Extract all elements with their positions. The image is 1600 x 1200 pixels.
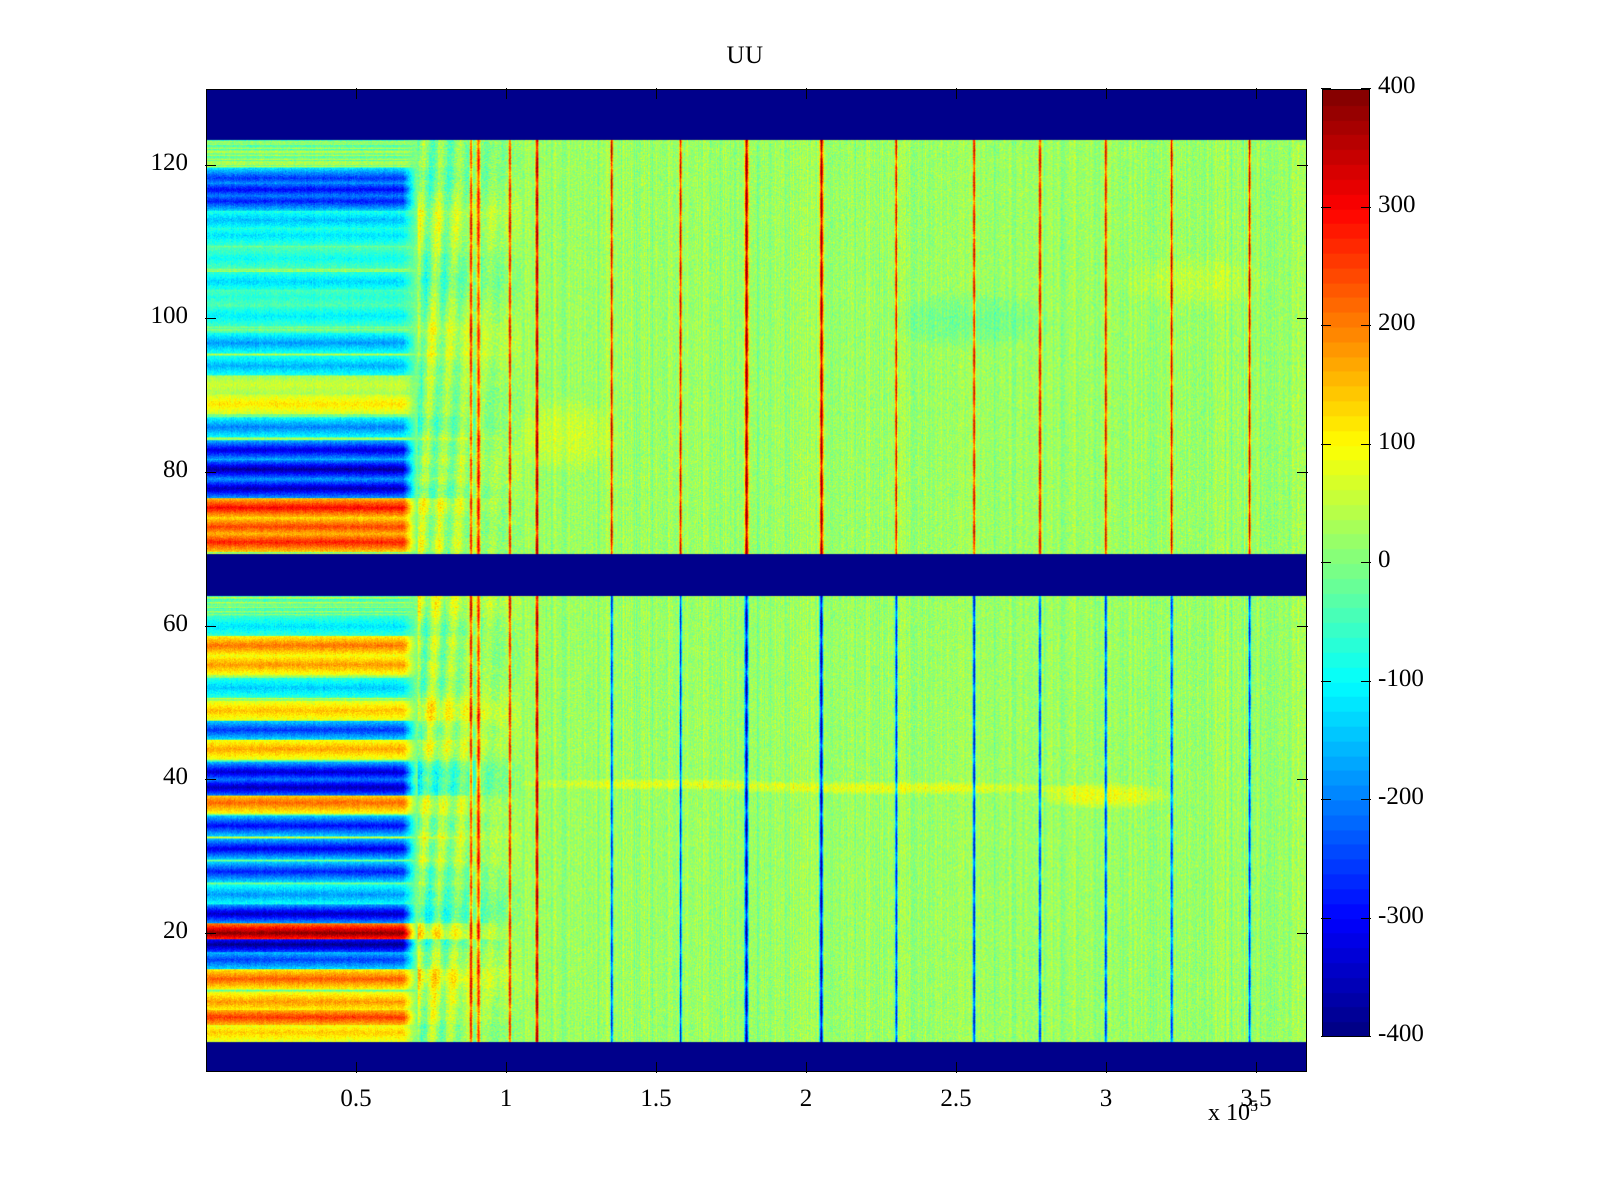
colorbar-tick-label: 0 [1378, 546, 1391, 573]
colorbar-tick-label: 300 [1378, 190, 1416, 218]
page-title: UU [726, 42, 764, 69]
colorbar-tick-mark [1321, 443, 1331, 445]
x-axis-exponent-label: x 105 [1208, 1098, 1258, 1127]
colorbar-tick-label: -200 [1378, 783, 1424, 810]
colorbar-tick-mark [1361, 443, 1371, 445]
colorbar-tick-label: 100 [1378, 427, 1416, 455]
y-axis-tick-label: 40 [163, 763, 188, 791]
x-axis-tick-label: 3 [1099, 1085, 1113, 1112]
colorbar-tick-label: 400 [1378, 72, 1416, 99]
colorbar-tick-label: -100 [1378, 664, 1424, 692]
colorbar-tick-mark [1321, 1036, 1331, 1037]
x-exponent-sup: 5 [1250, 1098, 1258, 1115]
colorbar-tick-mark [1321, 88, 1331, 89]
x-axis-tick-label: 2.5 [940, 1085, 972, 1112]
heatmap-canvas [207, 90, 1306, 1071]
colorbar-tick-mark [1321, 799, 1331, 800]
colorbar-tick-label: -400 [1378, 1020, 1424, 1047]
y-axis-tick-label: 120 [150, 148, 189, 176]
colorbar-tick-mark [1361, 325, 1371, 326]
colorbar-tick-mark [1361, 799, 1371, 800]
colorbar-tick-mark [1321, 680, 1331, 682]
x-axis-tick-label: 3.5 [1240, 1085, 1272, 1112]
y-axis-tick-label: 20 [163, 916, 188, 944]
colorbar-tick-mark [1321, 917, 1331, 919]
colorbar-tick-mark [1321, 562, 1331, 563]
colorbar-tick-mark [1361, 88, 1371, 89]
colorbar-tick-mark [1321, 325, 1331, 326]
colorbar-tick-label: -300 [1378, 901, 1424, 929]
colorbar-tick-mark [1321, 206, 1331, 208]
colorbar[interactable]: -400 -300 -200 -100 0 100 200 300 400 [1321, 72, 1424, 1047]
colorbar-tick-mark [1361, 562, 1371, 563]
y-axis-tick-label: 80 [163, 455, 188, 483]
x-axis-tick-label: 1 [499, 1085, 513, 1112]
x-axis-tick-label: 2 [799, 1085, 813, 1112]
colorbar-tick-mark [1361, 1036, 1371, 1037]
heatmap-plot-area[interactable] [206, 89, 1307, 1072]
colorbar-tick-mark [1361, 917, 1371, 919]
colorbar-frame [1322, 89, 1370, 1037]
colorbar-tick-label: 200 [1378, 309, 1416, 336]
colorbar-tick-mark [1361, 206, 1371, 208]
x-axis-tick-label: 1.5 [640, 1085, 672, 1112]
colorbar-tick-mark [1361, 680, 1371, 682]
colorbar-canvas [1323, 90, 1369, 1036]
x-exponent-prefix: x 10 [1208, 1100, 1250, 1126]
x-axis-tick-label: 0.5 [340, 1085, 372, 1112]
y-axis-tick-label: 60 [163, 609, 188, 637]
y-axis-tick-label: 100 [150, 302, 189, 330]
